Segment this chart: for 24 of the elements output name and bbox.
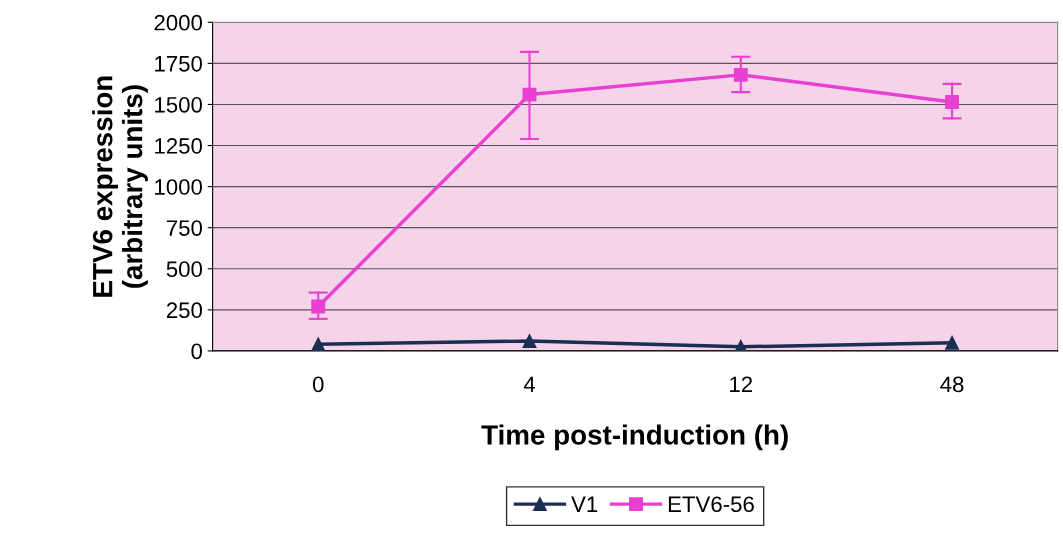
point xyxy=(945,95,959,109)
point xyxy=(945,335,959,350)
point xyxy=(522,87,537,102)
y-tick-label: 2000 xyxy=(154,14,203,31)
point xyxy=(311,337,326,351)
y-tick-label: 250 xyxy=(166,302,203,319)
y-tick-label: 1750 xyxy=(155,55,203,72)
x-tick-label: 12 xyxy=(730,376,753,393)
y-tick-label: 1500 xyxy=(155,96,203,113)
point xyxy=(311,299,326,314)
x-axis-title: Time post-induction (h) xyxy=(481,424,788,451)
y-axis-title: ETV6 expression (arbitrary units) xyxy=(92,76,148,297)
point xyxy=(522,334,537,348)
y-tick-label: 1250 xyxy=(155,138,203,154)
legend-label: V1 xyxy=(571,496,598,512)
y-tick-label: 750 xyxy=(166,220,203,236)
y-tick-label: 500 xyxy=(166,261,203,278)
legend-label: ETV6-56 xyxy=(668,496,754,513)
y-tick-label: 1000 xyxy=(155,179,203,195)
x-tick-label: 4 xyxy=(523,376,536,393)
x-tick-label: 0 xyxy=(312,376,324,393)
y-tick-label: 0 xyxy=(191,343,203,360)
point xyxy=(733,67,748,82)
x-tick-label: 48 xyxy=(940,376,964,393)
